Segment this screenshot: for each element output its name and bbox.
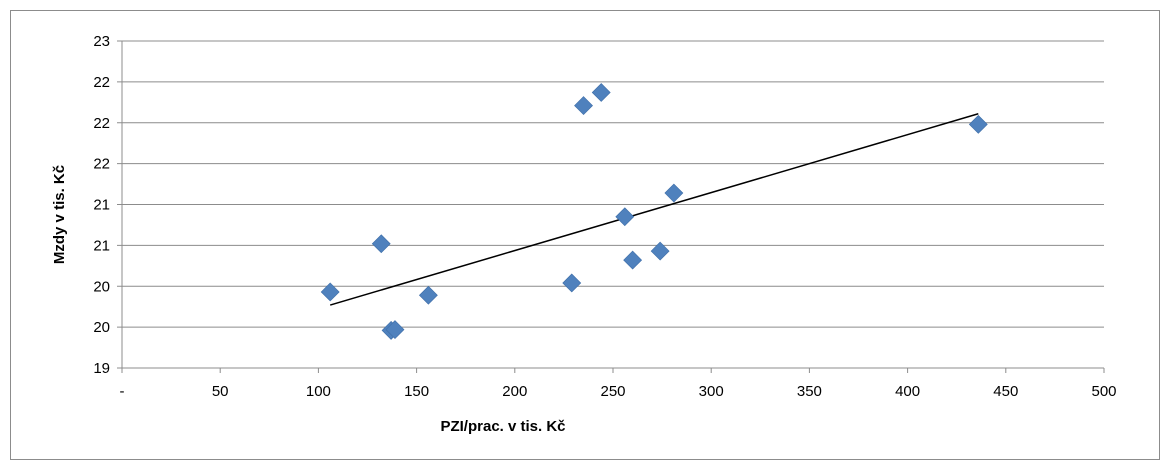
trendline-group <box>329 113 979 306</box>
y-tick-labels: 19 20 20 21 21 22 22 22 23 <box>93 33 110 377</box>
y-axis-title: Mzdy v tis. Kč <box>51 165 68 264</box>
data-point <box>385 320 405 340</box>
x-tick-label: - <box>120 383 125 400</box>
data-point <box>371 234 391 254</box>
x-axis-title: PZI/prac. v tis. Kč <box>440 418 565 435</box>
x-tick-label: 250 <box>600 383 625 400</box>
data-point <box>623 250 643 270</box>
trendline <box>329 113 979 306</box>
y-tick-label: 19 <box>93 360 110 377</box>
data-points <box>320 83 988 340</box>
x-tick-label: 400 <box>895 383 920 400</box>
data-point <box>562 273 582 293</box>
data-point <box>650 241 670 261</box>
y-tick-label: 20 <box>93 319 110 336</box>
x-tick-label: 300 <box>699 383 724 400</box>
y-tick-label: 22 <box>93 74 110 91</box>
grid-lines <box>122 40 1104 328</box>
y-tick-label: 20 <box>93 278 110 295</box>
y-tick-label: 23 <box>93 33 110 50</box>
x-tick-label: 200 <box>502 383 527 400</box>
x-tick-label: 100 <box>306 383 331 400</box>
x-tick-label: 350 <box>797 383 822 400</box>
x-tick-label: 150 <box>404 383 429 400</box>
y-tick-label: 22 <box>93 115 110 132</box>
y-tick-label: 21 <box>93 237 110 254</box>
y-tick-label: 21 <box>93 197 110 214</box>
x-tick-label: 500 <box>1091 383 1116 400</box>
x-tick-labels: - 50 100 150 200 250 300 350 400 450 500 <box>120 383 1117 400</box>
data-point <box>664 183 684 203</box>
chart-frame <box>10 10 1160 460</box>
data-point <box>591 83 611 102</box>
axes <box>117 40 1105 373</box>
data-point <box>574 96 593 116</box>
data-point <box>320 282 340 302</box>
x-tick-label: 450 <box>993 383 1018 400</box>
data-point <box>968 114 988 134</box>
y-tick-label: 22 <box>93 156 110 173</box>
data-point <box>418 285 438 305</box>
x-tick-label: 50 <box>212 383 229 400</box>
data-point <box>615 207 635 227</box>
